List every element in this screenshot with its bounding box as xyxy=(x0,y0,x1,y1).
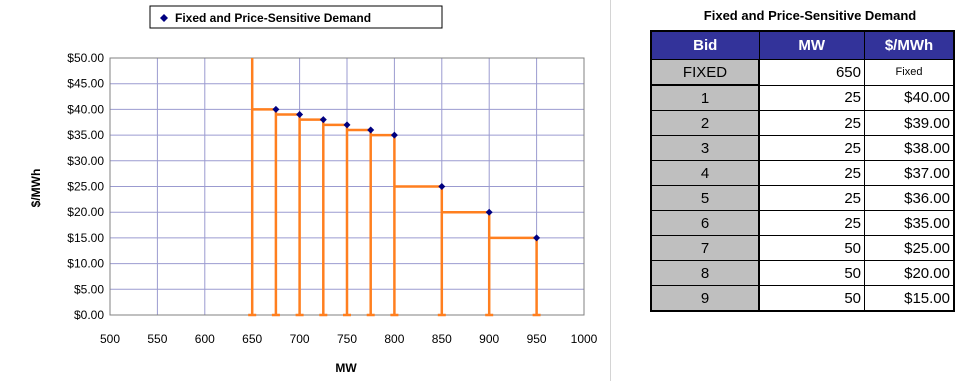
table-row: 5 25 $36.00 xyxy=(650,185,955,211)
legend-marker-icon xyxy=(160,14,168,22)
panel-divider xyxy=(610,0,611,381)
mw-cell: 50 xyxy=(758,235,865,261)
x-tick-label: 900 xyxy=(479,332,499,346)
table-row: 7 50 $25.00 xyxy=(650,235,955,261)
x-axis-title: MW xyxy=(335,361,357,375)
bid-cell: 6 xyxy=(650,210,760,236)
bid-cell: 1 xyxy=(650,84,760,111)
price-cell: $20.00 xyxy=(864,260,955,286)
price-cell: $15.00 xyxy=(864,285,955,312)
y-tick-label: $35.00 xyxy=(67,128,104,142)
data-point-marker xyxy=(438,183,446,190)
price-cell: $38.00 xyxy=(864,135,955,161)
bid-table: Bid MW $/MWh FIXED 650 Fixed 1 25 $40.00 2 25 $3… xyxy=(650,30,955,312)
y-tick-label: $0.00 xyxy=(74,308,104,322)
mw-cell: 25 xyxy=(758,84,865,111)
data-point-marker xyxy=(272,105,280,113)
x-tick-label: 850 xyxy=(432,332,452,346)
data-point-marker xyxy=(319,116,327,124)
table-row: 6 25 $35.00 xyxy=(650,210,955,236)
table-row: 4 25 $37.00 xyxy=(650,160,955,186)
bid-cell: 2 xyxy=(650,110,760,136)
x-tick-label: 800 xyxy=(384,332,404,346)
x-tick-label: 750 xyxy=(337,332,357,346)
bid-cell: 7 xyxy=(650,235,760,261)
y-tick-label: $30.00 xyxy=(67,154,104,168)
y-tick-label: $45.00 xyxy=(67,77,104,91)
price-cell: $39.00 xyxy=(864,110,955,136)
mw-cell: 25 xyxy=(758,185,865,211)
x-tick-label: 550 xyxy=(147,332,167,346)
data-point-marker xyxy=(533,234,541,242)
table-row: 1 25 $40.00 xyxy=(650,84,955,111)
y-tick-label: $40.00 xyxy=(67,102,104,116)
bid-cell: 5 xyxy=(650,185,760,211)
mw-cell: 25 xyxy=(758,135,865,161)
table-row: 3 25 $38.00 xyxy=(650,135,955,161)
x-tick-label: 650 xyxy=(242,332,262,346)
y-tick-label: $5.00 xyxy=(74,282,104,296)
data-point-marker xyxy=(343,121,351,129)
y-tick-label: $50.00 xyxy=(67,51,104,65)
table-row: 9 50 $15.00 xyxy=(650,285,955,312)
x-tick-label: 700 xyxy=(290,332,310,346)
mw-cell: 650 xyxy=(758,59,865,86)
mw-cell: 25 xyxy=(758,210,865,236)
table-row: 2 25 $39.00 xyxy=(650,110,955,136)
price-cell: $36.00 xyxy=(864,185,955,211)
mw-cell: 50 xyxy=(758,260,865,286)
data-point-marker xyxy=(390,131,398,139)
mw-cell: 50 xyxy=(758,285,865,312)
x-tick-label: 1000 xyxy=(571,332,598,346)
bid-cell: FIXED xyxy=(650,59,760,86)
header-price: $/MWh xyxy=(864,30,955,60)
price-cell: $37.00 xyxy=(864,160,955,186)
bid-cell: 3 xyxy=(650,135,760,161)
data-point-marker xyxy=(485,208,493,216)
x-tick-label: 950 xyxy=(527,332,547,346)
price-cell: $25.00 xyxy=(864,235,955,261)
bid-cell: 9 xyxy=(650,285,760,312)
bid-cell: 8 xyxy=(650,260,760,286)
demand-chart: Fixed and Price-Sensitive Demand 500 550 6… xyxy=(29,5,598,375)
header-bid: Bid xyxy=(650,30,760,60)
price-cell: $40.00 xyxy=(864,84,955,111)
table-title: Fixed and Price-Sensitive Demand xyxy=(703,8,917,23)
y-tick-label: $10.00 xyxy=(67,257,104,271)
legend-frame xyxy=(149,5,443,29)
data-point-marker xyxy=(296,111,304,119)
y-tick-label: $25.00 xyxy=(67,180,104,194)
x-tick-label: 600 xyxy=(195,332,215,346)
legend-label: Fixed and Price-Sensitive Demand xyxy=(175,11,371,25)
header-mw: MW xyxy=(758,30,865,60)
price-cell: Fixed xyxy=(864,59,955,86)
bid-cell: 4 xyxy=(650,160,760,186)
price-cell: $35.00 xyxy=(864,210,955,236)
y-axis-title: $/MWh xyxy=(29,169,43,208)
table-row: 8 50 $20.00 xyxy=(650,260,955,286)
chart-legend: Fixed and Price-Sensitive Demand xyxy=(149,5,443,29)
y-tick-label: $20.00 xyxy=(67,205,104,219)
table-header-row: Bid MW $/MWh xyxy=(650,30,955,60)
y-tick-label: $15.00 xyxy=(67,231,104,245)
x-tick-label: 500 xyxy=(100,332,120,346)
data-point-marker xyxy=(367,126,375,134)
mw-cell: 25 xyxy=(758,110,865,136)
mw-cell: 25 xyxy=(758,160,865,186)
table-row: FIXED 650 Fixed xyxy=(650,59,955,86)
